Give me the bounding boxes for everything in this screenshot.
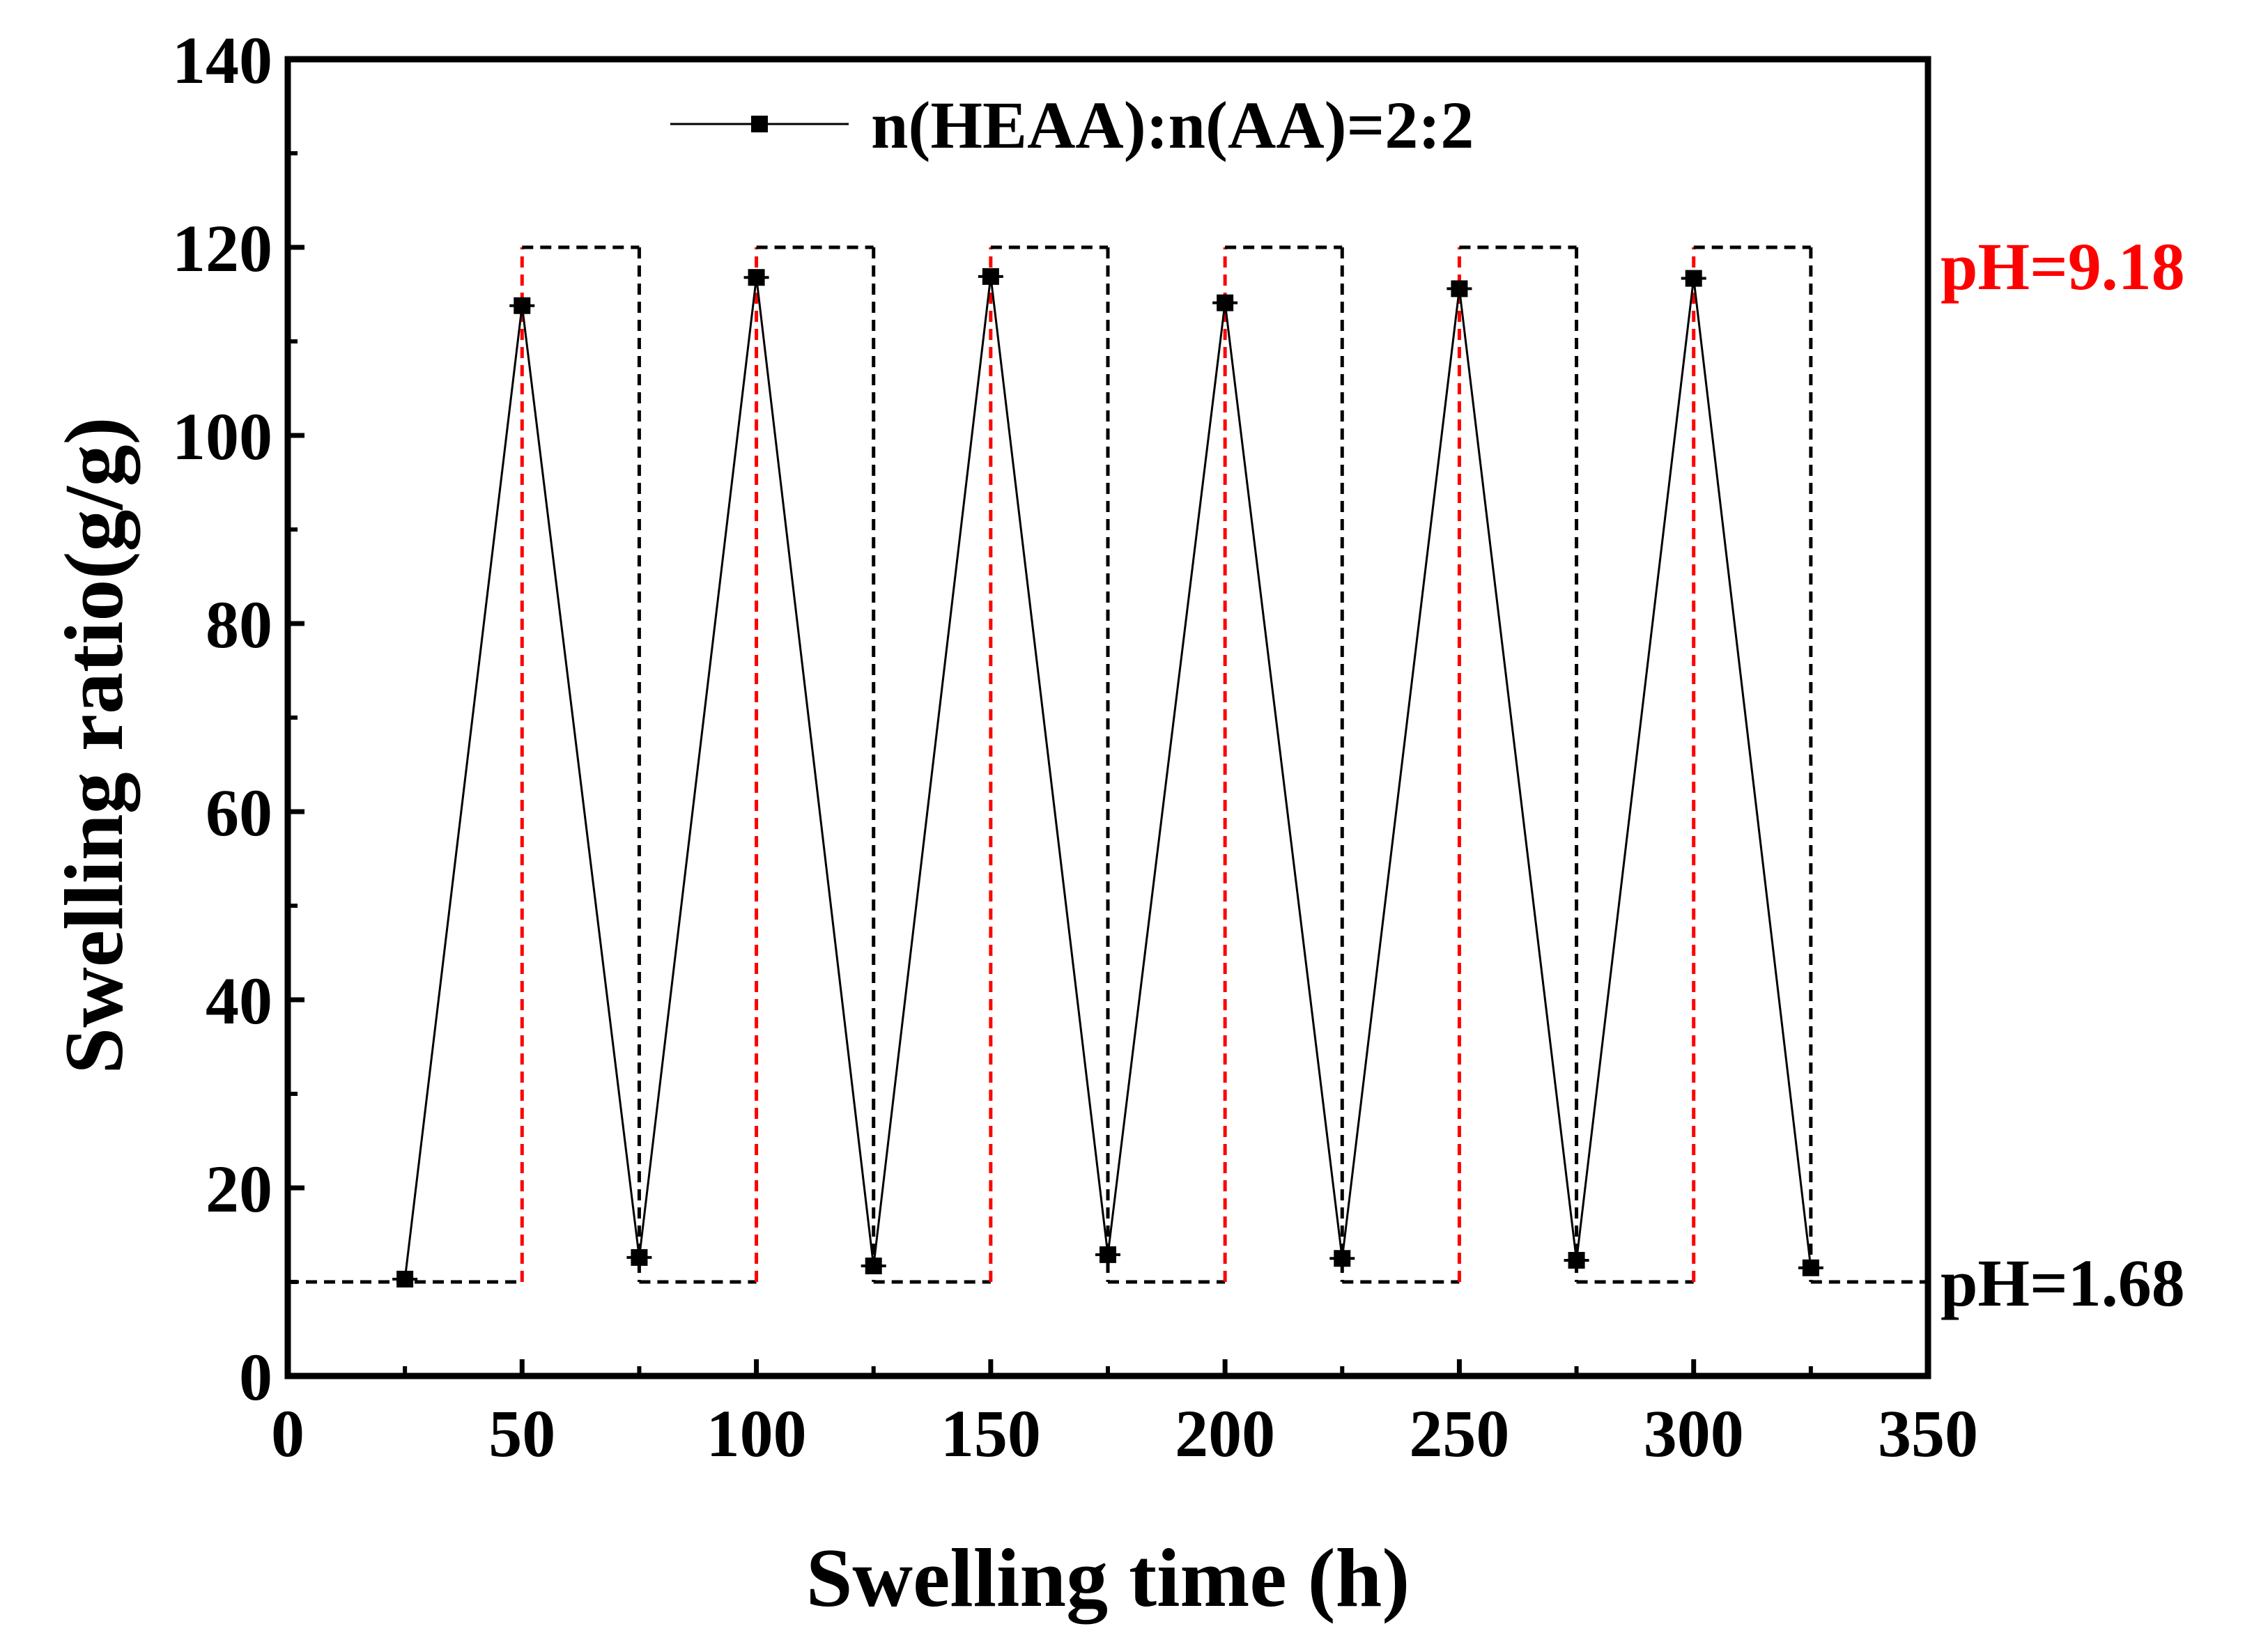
y-tick-label: 140 xyxy=(172,23,272,98)
x-tick-label: 300 xyxy=(1644,1396,1744,1471)
x-tick-label: 250 xyxy=(1409,1396,1509,1471)
data-point xyxy=(1451,280,1468,297)
x-tick-label: 350 xyxy=(1878,1396,1978,1471)
x-tick-label: 150 xyxy=(941,1396,1041,1471)
data-point xyxy=(514,297,531,314)
series-layer xyxy=(392,268,1823,1288)
y-tick-label: 0 xyxy=(239,1340,272,1414)
legend: n(HEAA):n(AA)=2:2 xyxy=(670,88,1474,162)
data-point xyxy=(1217,294,1234,311)
x-tick-label: 0 xyxy=(271,1396,304,1471)
ph-low-label: pH=1.68 xyxy=(1941,1246,2185,1320)
x-tick-label: 100 xyxy=(707,1396,807,1471)
data-point xyxy=(1100,1246,1116,1263)
y-tick-label: 40 xyxy=(206,964,272,1038)
ph-high-label: pH=9.18 xyxy=(1941,229,2185,304)
x-tick-label: 50 xyxy=(488,1396,555,1471)
data-point xyxy=(1802,1259,1819,1276)
data-point xyxy=(396,1270,414,1288)
data-point xyxy=(631,1248,648,1266)
x-tick-label: 200 xyxy=(1175,1396,1275,1471)
y-axis-title: Swelling ratio(g/g) xyxy=(47,417,141,1074)
data-point xyxy=(1685,270,1702,287)
data-point xyxy=(748,269,765,286)
legend-label: n(HEAA):n(AA)=2:2 xyxy=(871,88,1474,162)
data-point xyxy=(865,1258,882,1275)
x-axis-title: Swelling time (h) xyxy=(806,1531,1410,1625)
data-point xyxy=(1568,1251,1585,1269)
y-tick-label: 120 xyxy=(172,211,272,286)
legend-marker xyxy=(751,116,768,132)
ph-step-layer xyxy=(288,245,1928,1284)
data-point xyxy=(1334,1250,1351,1267)
data-point xyxy=(982,268,999,285)
ticks-layer: 0 50 100 150 200 250 300 350 0 20 40 60 80 100 120 140 xyxy=(172,23,1978,1471)
y-tick-label: 100 xyxy=(172,399,272,474)
y-tick-label: 20 xyxy=(206,1152,272,1226)
y-tick-label: 80 xyxy=(206,587,272,662)
y-tick-label: 60 xyxy=(206,775,272,850)
